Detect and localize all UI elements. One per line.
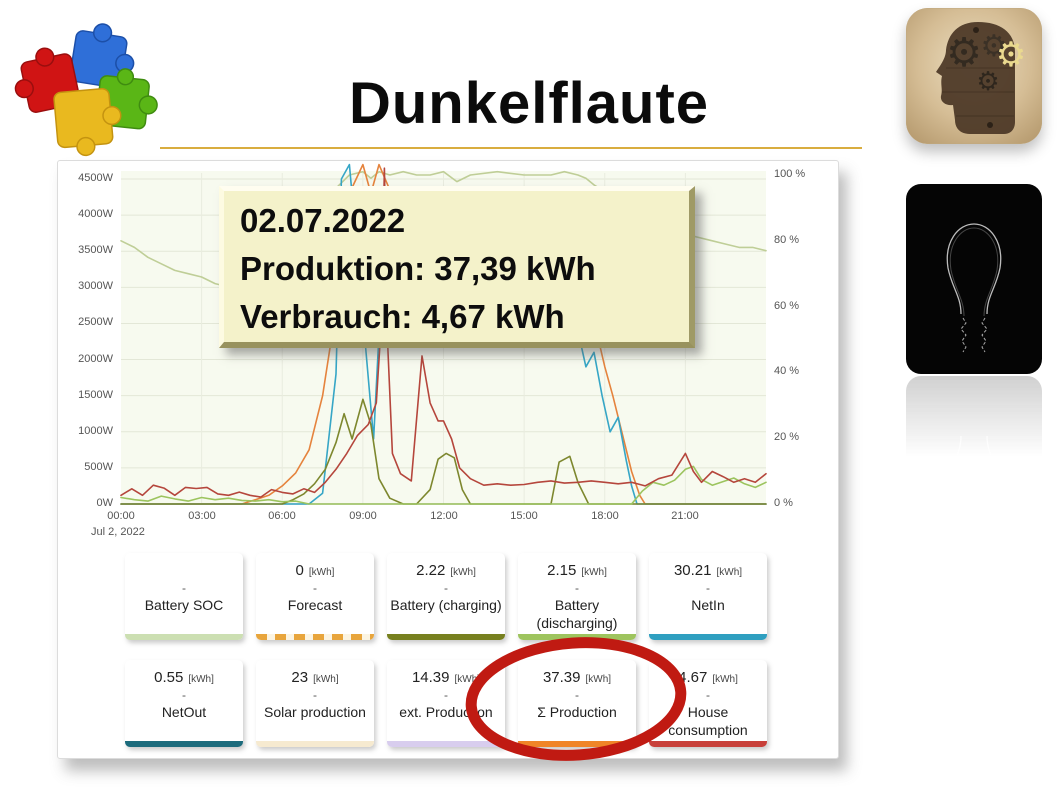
metric-card: 23 [kWh] - Solar production (256, 660, 374, 747)
metric-separator: - (575, 688, 579, 702)
annotation-production: Produktion: 37,39 kWh (240, 250, 596, 287)
metric-label: NetIn (691, 597, 725, 613)
annotation-date: 02.07.2022 (240, 202, 406, 239)
metric-label: Battery (charging) (390, 597, 502, 613)
annotation-box: 02.07.2022 Produktion: 37,39 kWh Verbrau… (219, 186, 695, 348)
x-axis-tick: 15:00 (510, 510, 538, 522)
y-left-tick: 3000W (78, 280, 113, 292)
metric-label: Battery SOC (144, 597, 224, 613)
svg-text:⚙: ⚙ (946, 30, 982, 76)
metric-accent-strip (387, 634, 505, 640)
metric-value: 2.15 (547, 562, 577, 579)
metric-separator: - (182, 688, 186, 702)
metric-label: Forecast (287, 597, 343, 613)
metric-value: 0.55 (154, 669, 184, 686)
x-axis-tick: 06:00 (268, 510, 296, 522)
metric-accent-strip (387, 741, 505, 747)
y-left-tick: 3500W (78, 244, 113, 256)
y-right-tick: 40 % (774, 365, 800, 377)
y-right-tick: 80 % (774, 234, 800, 246)
annotation-consumption: Verbrauch: 4,67 kWh (240, 298, 565, 335)
y-left-tick: 1500W (78, 389, 113, 401)
y-left-tick: 4500W (78, 172, 113, 184)
y-right-tick: 20 % (774, 431, 800, 443)
puzzle-logo-icon (14, 23, 158, 157)
head-gears-image: ⚙ ⚙ ⚙ ⚙ (906, 8, 1042, 144)
svg-text:⚙: ⚙ (981, 29, 1008, 64)
metric-value: 14.39 (411, 669, 450, 686)
highlight-ellipse (465, 637, 687, 761)
metric-label: Battery (discharging) (536, 597, 618, 631)
light-bulb-reflection (906, 376, 1042, 471)
metric-separator: - (444, 688, 448, 702)
light-bulb-image (906, 184, 1042, 374)
metric-unit: [kWh] (585, 674, 612, 685)
metric-value: 2.22 (416, 562, 446, 579)
metric-value: 0 (295, 562, 304, 579)
metric-separator: - (706, 688, 710, 702)
y-right-tick: 0 % (774, 497, 793, 509)
y-left-tick: 4000W (78, 208, 113, 220)
metric-unit: [kWh] (313, 674, 339, 685)
page-title: Dunkelflaute (348, 71, 710, 136)
metric-card: 37.39 [kWh] - Σ Production (518, 660, 636, 747)
metric-separator: - (444, 581, 448, 595)
metric-unit: [kWh] (450, 567, 476, 578)
y-right-tick: 60 % (774, 300, 800, 312)
metric-value: 23 (291, 669, 309, 686)
metric-unit: [kWh] (716, 567, 743, 578)
metric-card: 2.22 [kWh] - Battery (charging) (387, 553, 505, 640)
metric-separator: - (182, 581, 186, 595)
metric-card: 0 [kWh] - Forecast (256, 553, 374, 640)
y-left-tick: 0W (96, 497, 114, 509)
x-axis-tick: 21:00 (671, 510, 699, 522)
energy-dashboard-panel: 4500W 4000W 3500W 3000W 2500W 2000W 1500… (57, 160, 839, 761)
metric-accent-strip (649, 741, 767, 747)
metric-accent-strip (649, 634, 767, 640)
metric-separator: - (575, 581, 579, 595)
metric-label: Σ Production (537, 704, 617, 720)
x-axis-tick: 00:00 (107, 510, 135, 522)
metric-label: NetOut (161, 704, 207, 720)
svg-text:⚙: ⚙ (996, 35, 1026, 75)
metric-unit: [kWh] (712, 674, 738, 685)
metric-accent-strip (125, 634, 243, 640)
y-right-tick: 100 % (774, 168, 806, 180)
y-left-tick: 2000W (78, 353, 113, 365)
metric-separator: - (313, 688, 317, 702)
metric-accent-strip (256, 634, 374, 640)
x-axis-date-label: Jul 2, 2022 (91, 526, 145, 538)
y-left-tick: 2500W (78, 316, 113, 328)
metric-accent-strip (125, 741, 243, 747)
metric-accent-strip (256, 741, 374, 747)
metric-separator: - (313, 581, 317, 595)
metric-card: 30.21 [kWh] - NetIn (649, 553, 767, 640)
metric-label: Solar production (264, 704, 366, 720)
metric-accent-strip (518, 634, 636, 640)
metric-accent-strip (518, 741, 636, 747)
metric-value: 4.67 (678, 669, 708, 686)
metric-unit: [kWh] (188, 674, 214, 685)
title-underline (160, 147, 862, 149)
x-axis-tick: 12:00 (430, 510, 458, 522)
y-left-tick: 500W (84, 461, 113, 473)
metric-card: - Battery SOC (125, 553, 243, 640)
metric-card: 0.55 [kWh] - NetOut (125, 660, 243, 747)
metric-unit: [kWh] (581, 567, 607, 578)
metric-value: 37.39 (542, 669, 581, 686)
metric-separator: - (706, 581, 710, 595)
x-axis-tick: 18:00 (591, 510, 619, 522)
metric-card: 4.67 [kWh] - House consumption (649, 660, 767, 747)
metric-card: 2.15 [kWh] - Battery (discharging) (518, 553, 636, 640)
x-axis-tick: 09:00 (349, 510, 377, 522)
x-axis-tick: 03:00 (188, 510, 216, 522)
metric-unit: [kWh] (308, 567, 335, 578)
metric-unit: [kWh] (454, 674, 481, 685)
metric-label: House consumption (668, 704, 748, 738)
y-left-tick: 1000W (78, 425, 113, 437)
metric-value: 30.21 (673, 562, 712, 579)
svg-text:⚙: ⚙ (976, 67, 999, 97)
